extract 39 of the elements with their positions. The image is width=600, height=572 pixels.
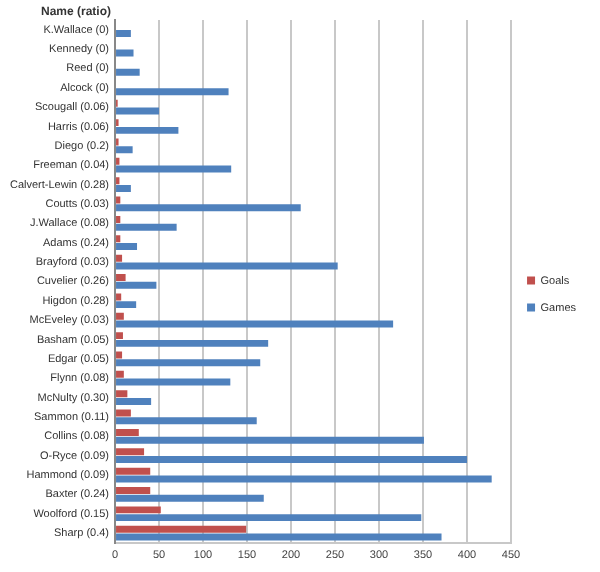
bar <box>116 312 124 320</box>
bar <box>116 378 231 386</box>
bar <box>116 428 139 436</box>
bar <box>116 68 140 76</box>
bar <box>116 165 232 173</box>
bar <box>116 409 131 417</box>
bar <box>116 475 492 483</box>
bar <box>116 339 269 347</box>
bar <box>116 301 137 309</box>
bar <box>116 49 134 57</box>
bar <box>116 514 422 522</box>
bar <box>116 506 161 514</box>
bar <box>116 359 261 367</box>
bar <box>116 223 177 231</box>
bar <box>116 30 131 38</box>
bar <box>116 88 229 96</box>
bar <box>116 126 179 134</box>
bar <box>116 281 157 289</box>
bar <box>116 254 123 262</box>
bar <box>116 274 126 282</box>
bar <box>116 417 257 425</box>
bar <box>116 146 133 154</box>
bar <box>116 204 301 212</box>
bar <box>116 184 131 192</box>
bar <box>116 262 338 270</box>
bar <box>116 332 123 340</box>
bar <box>116 370 124 378</box>
bar <box>116 487 151 495</box>
bar <box>116 293 122 301</box>
bar <box>116 351 123 359</box>
bar <box>116 467 151 475</box>
bar <box>116 390 128 398</box>
bar <box>116 243 138 251</box>
bar <box>116 448 145 456</box>
bar <box>116 525 247 533</box>
bar <box>116 397 152 405</box>
bar <box>116 456 468 464</box>
bar <box>116 436 424 444</box>
bar <box>116 494 264 502</box>
